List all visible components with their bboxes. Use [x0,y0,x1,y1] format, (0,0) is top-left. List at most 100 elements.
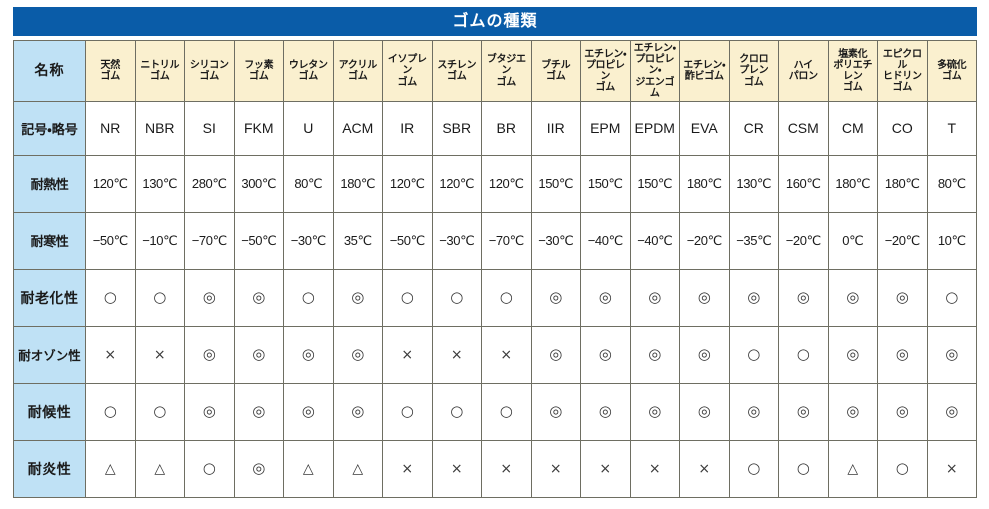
material-name-line: プロピレン・ [635,54,675,77]
cell-flame-resistance-acm: △ [332,439,383,498]
rating-symbol-double-circle-icon: ◎ [648,288,662,307]
rating-symbol-double-circle-icon: ◎ [598,288,612,307]
cell-aging-resistance-t: ○ [926,268,977,327]
table-row-ozone-resistance: 耐オゾン性 × × ◎ ◎ ◎ ◎ × × × ◎ ◎ ◎ ◎ ○ ○ ◎ ◎ ◎ [13,325,977,384]
cell-cold-resistance-si: −70℃ [184,211,235,270]
material-name-line: エチレン・ [683,59,726,71]
cell-heat-resistance-nbr: 130℃ [134,154,185,213]
material-name-nbr: ニトリル ゴム [134,40,185,102]
page-title: ゴムの種類 [452,12,538,30]
rating-symbol-triangle-icon: △ [302,461,314,478]
cell-cold-resistance-nbr: −10℃ [134,211,185,270]
material-name-line: ブチル [541,59,571,71]
material-name-br: ブタジエン ゴム [481,40,532,102]
material-name-line: アクリル [338,59,378,71]
cell-heat-resistance-si: 280℃ [184,154,235,213]
row-header-cold-resistance: 耐寒性 [13,211,86,270]
cell-weather-resistance-cr: ◎ [728,382,779,441]
cell-heat-resistance-co: 180℃ [877,154,928,213]
rating-symbol-double-circle-icon: ◎ [945,345,959,364]
cell-aging-resistance-fkm: ◎ [233,268,284,327]
cell-heat-resistance-nr: 120℃ [85,154,136,213]
rating-symbol-cross-icon: × [153,347,166,364]
material-name-nr: 天然 ゴム [85,40,136,102]
material-name-line: ゴム [595,82,616,94]
cell-cold-resistance-nr: −50℃ [85,211,136,270]
rating-symbol-circle-icon: ○ [450,288,464,307]
cell-flame-resistance-u: △ [283,439,334,498]
rating-symbol-double-circle-icon: ◎ [846,345,860,364]
rating-symbol-double-circle-icon: ◎ [895,345,909,364]
material-name-line: ゴム [892,82,913,94]
rating-symbol-circle-icon: ○ [202,459,216,478]
material-name-sbr: スチレン ゴム [431,40,482,102]
material-name-line: プロピレン [585,59,625,82]
cell-weather-resistance-co: ◎ [877,382,928,441]
rating-symbol-cross-icon: × [450,461,463,478]
cell-heat-resistance-t: 80℃ [926,154,977,213]
cell-weather-resistance-sbr: ○ [431,382,482,441]
rating-symbol-double-circle-icon: ◎ [747,288,761,307]
material-abbr-ir: IR [382,100,433,156]
cell-cold-resistance-eva: −20℃ [679,211,730,270]
material-name-line: ゴム [942,70,962,82]
cell-heat-resistance-cr: 130℃ [728,154,779,213]
material-name-line: プレン [739,65,769,77]
cell-weather-resistance-t: ◎ [926,382,977,441]
row-header-abbreviation: 記号・略号 [13,100,86,156]
cell-aging-resistance-iir: ◎ [530,268,581,327]
cell-aging-resistance-co: ◎ [877,268,928,327]
cell-weather-resistance-epm: ◎ [580,382,631,441]
rating-symbol-circle-icon: ○ [301,288,315,307]
material-name-line: ゴム [100,70,121,82]
rating-symbol-double-circle-icon: ◎ [796,288,810,307]
rating-symbol-double-circle-icon: ◎ [895,288,909,307]
cell-cold-resistance-fkm: −50℃ [233,211,284,270]
rating-symbol-double-circle-icon: ◎ [648,402,662,421]
cell-flame-resistance-epdm: × [629,439,680,498]
cell-aging-resistance-acm: ◎ [332,268,383,327]
material-name-line: 多硫化 [937,59,967,71]
rating-symbol-circle-icon: ○ [450,402,464,421]
table-row-aging-resistance: 耐老化性 ○ ○ ◎ ◎ ○ ◎ ○ ○ ○ ◎ ◎ ◎ ◎ ◎ ◎ ◎ ◎ ○ [13,268,977,327]
material-name-line: ゴム [298,70,319,82]
cell-ozone-resistance-cr: ○ [728,325,779,384]
cell-ozone-resistance-epdm: ◎ [629,325,680,384]
cell-cold-resistance-epm: −40℃ [580,211,631,270]
material-abbr-sbr: SBR [431,100,482,156]
cell-ozone-resistance-u: ◎ [283,325,334,384]
cell-heat-resistance-ir: 120℃ [382,154,433,213]
material-name-line: シリコン [189,59,229,71]
cell-cold-resistance-acm: 35℃ [332,211,383,270]
material-name-line: ゴム [348,70,368,82]
material-name-t: 多硫化 ゴム [926,40,977,102]
material-name-si: シリコン ゴム [184,40,235,102]
rating-symbol-double-circle-icon: ◎ [351,288,365,307]
rating-symbol-double-circle-icon: ◎ [697,402,711,421]
material-name-line: 天然 [100,59,121,71]
row-header-flame-resistance: 耐炎性 [13,439,86,498]
material-name-epm: エチレン・ プロピレン ゴム [580,40,631,102]
cell-weather-resistance-ir: ○ [382,382,433,441]
cell-flame-resistance-sbr: × [431,439,482,498]
material-abbr-si: SI [184,100,235,156]
material-abbr-epdm: EPDM [629,100,680,156]
cell-weather-resistance-u: ◎ [283,382,334,441]
cell-flame-resistance-si: ○ [184,439,235,498]
cell-ozone-resistance-epm: ◎ [580,325,631,384]
material-abbr-cr: CR [728,100,779,156]
rating-symbol-circle-icon: ○ [499,288,513,307]
cell-cold-resistance-ir: −50℃ [382,211,433,270]
cell-heat-resistance-eva: 180℃ [679,154,730,213]
table-row-flame-resistance: 耐炎性 △ △ ○ ◎ △ △ × × × × × × × ○ ○ △ ○ × [13,439,977,498]
material-name-line: エピクロル [882,48,922,71]
rating-symbol-cross-icon: × [104,347,117,364]
cell-aging-resistance-si: ◎ [184,268,235,327]
cell-weather-resistance-epdm: ◎ [629,382,680,441]
material-name-line: 塩素化 [838,48,868,60]
rating-symbol-cross-icon: × [698,461,711,478]
material-name-eva: エチレン・ 酢ビゴム [679,40,730,102]
rating-symbol-triangle-icon: △ [154,461,166,478]
material-name-u: ウレタン ゴム [283,40,334,102]
cell-cold-resistance-epdm: −40℃ [629,211,680,270]
